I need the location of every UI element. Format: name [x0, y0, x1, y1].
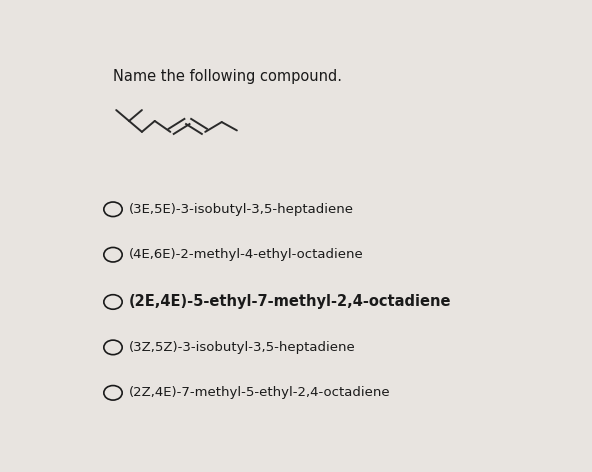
Text: (4E,6E)-2-methyl-4-ethyl-octadiene: (4E,6E)-2-methyl-4-ethyl-octadiene — [129, 248, 364, 261]
Text: (3Z,5Z)-3-isobutyl-3,5-heptadiene: (3Z,5Z)-3-isobutyl-3,5-heptadiene — [129, 341, 356, 354]
Text: (3E,5E)-3-isobutyl-3,5-heptadiene: (3E,5E)-3-isobutyl-3,5-heptadiene — [129, 203, 354, 216]
Text: (2E,4E)-5-ethyl-7-methyl-2,4-octadiene: (2E,4E)-5-ethyl-7-methyl-2,4-octadiene — [129, 295, 452, 310]
Text: Name the following compound.: Name the following compound. — [113, 69, 342, 84]
Text: (2Z,4E)-7-methyl-5-ethyl-2,4-octadiene: (2Z,4E)-7-methyl-5-ethyl-2,4-octadiene — [129, 386, 391, 399]
